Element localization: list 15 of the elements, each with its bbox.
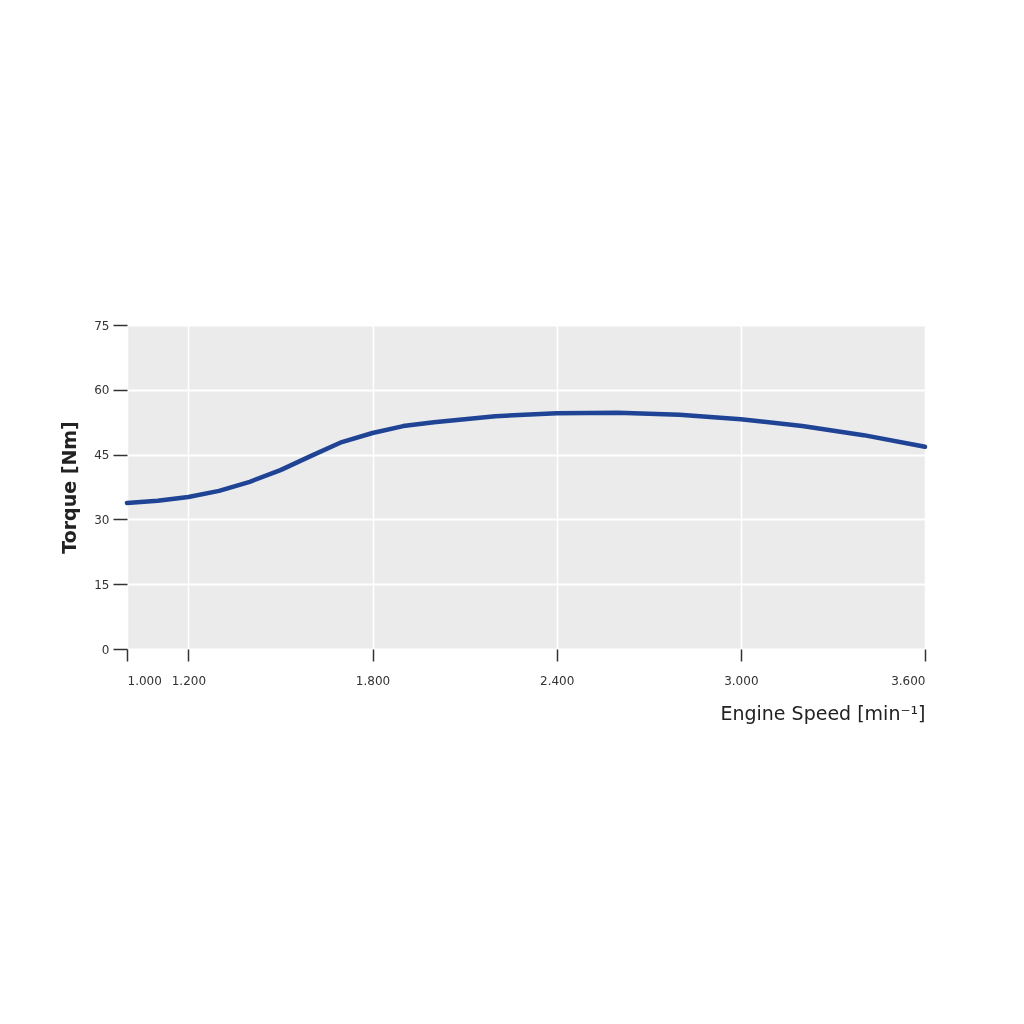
x-tick-label: 1.800 xyxy=(355,673,391,688)
x-tick-label: 3.600 xyxy=(891,673,926,688)
y-tick-label: 30 xyxy=(94,512,110,527)
y-tick-label: 15 xyxy=(94,577,110,592)
y-tick-label: 45 xyxy=(94,448,110,463)
y-tick-label: 75 xyxy=(94,318,110,333)
y-axis-title: Torque [Nm] xyxy=(58,421,81,554)
y-tick-label: 0 xyxy=(101,642,110,657)
y-tick-label: 60 xyxy=(94,383,110,398)
x-tick-label: 2.400 xyxy=(540,673,575,688)
x-tick-label: 1.000 xyxy=(127,673,162,688)
line-series xyxy=(124,410,928,506)
x-tick-label: 1.200 xyxy=(171,673,207,688)
x-tick-label: 3.000 xyxy=(724,673,759,688)
x-axis-title: Engine Speed [min⁻¹] xyxy=(720,701,926,724)
